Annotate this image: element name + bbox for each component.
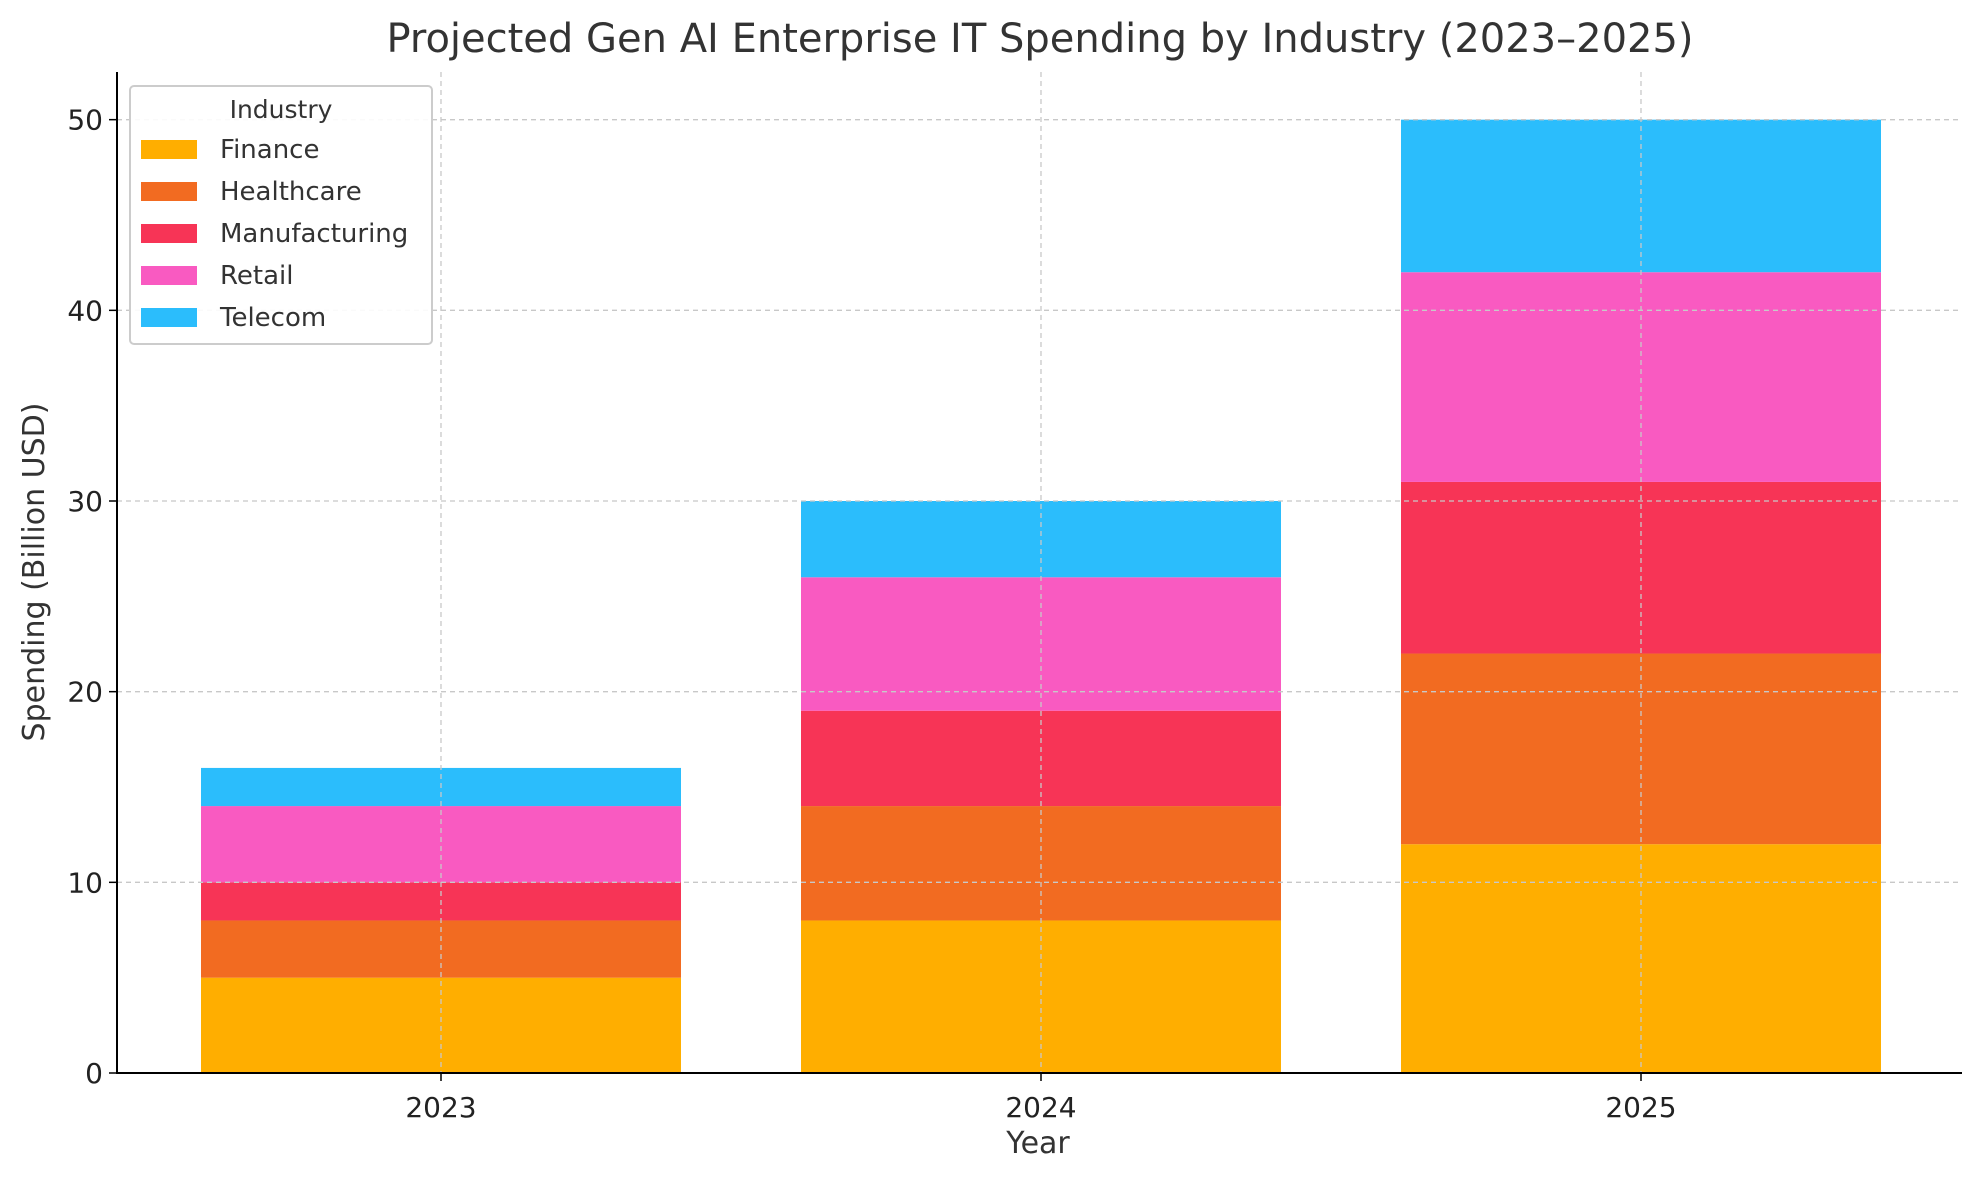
legend-swatch-telecom [141,308,197,327]
legend-title: Industry [230,95,333,124]
legend-label-finance: Finance [220,135,319,165]
bar-finance-2024 [801,920,1281,1073]
x-tick-label: 2025 [1605,1091,1676,1124]
chart-title: Projected Gen AI Enterprise IT Spending … [386,16,1693,62]
legend-box [129,85,433,345]
legend-swatch-manufacturing [141,224,197,243]
legend-label-healthcare: Healthcare [220,177,362,207]
x-axis-label: Year [1005,1126,1070,1161]
legend-label-retail: Retail [220,261,293,291]
y-tick-label: 30 [67,485,103,518]
legend-label-manufacturing: Manufacturing [220,219,408,249]
legend-label-telecom: Telecom [219,303,326,333]
y-axis-label: Spending (Billion USD) [17,403,52,742]
y-tick-label: 20 [67,676,103,709]
axes [116,72,1962,1074]
ticks: 0 10 20 30 40 50 2023 2024 2025 [67,104,1676,1124]
x-tick-label: 2023 [405,1091,476,1124]
bar-retail-2023 [201,806,681,883]
legend-swatch-retail [141,266,197,285]
legend-swatch-finance [141,140,197,159]
bar-telecom-2025 [1401,119,1881,273]
legend-items: Finance Healthcare Manufacturing Retail Tele… [141,135,408,333]
x-tick-label: 2024 [1005,1091,1076,1124]
bar-telecom-2024 [801,501,1281,578]
legend-swatch-healthcare [141,182,197,201]
y-tick-label: 10 [67,866,103,899]
y-tick-label: 0 [85,1057,103,1090]
y-tick-label: 40 [67,294,103,327]
y-tick-label: 50 [67,104,103,137]
legend: Industry Finance Healthcare Manufacturing R… [129,85,433,345]
